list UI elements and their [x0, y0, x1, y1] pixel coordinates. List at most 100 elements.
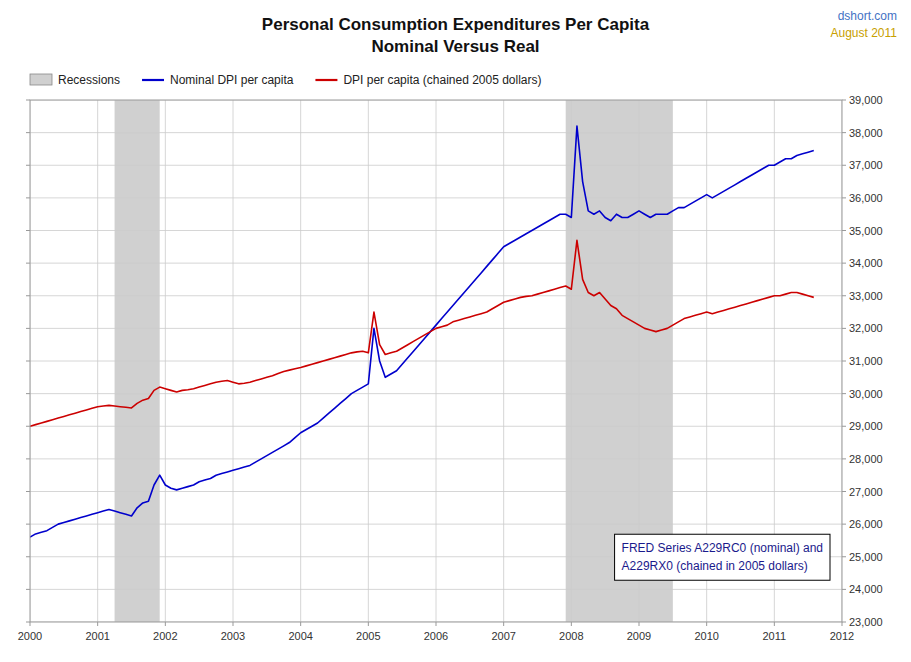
tick-mark: [26, 524, 30, 525]
tick-mark: [26, 197, 30, 198]
tick-label: 39,000: [849, 94, 883, 106]
tick-label: 37,000: [849, 159, 883, 171]
tick-label: 24,000: [849, 583, 883, 595]
tick-label: 30,000: [849, 388, 883, 400]
tick-mark: [842, 165, 846, 166]
legend-label: Recessions: [58, 73, 120, 87]
legend: Recessions Nominal DPI per capita DPI per …: [30, 73, 542, 87]
legend-label: Nominal DPI per capita: [170, 73, 294, 87]
title: Personal Consumption Expenditures Per Ca…: [262, 15, 650, 34]
tick-mark: [26, 491, 30, 492]
annotation-box: [615, 534, 830, 580]
grid-line: [436, 100, 437, 622]
tick-mark: [706, 622, 707, 626]
tick-mark: [26, 622, 30, 623]
tick-mark: [842, 524, 846, 525]
tick-mark: [26, 230, 30, 231]
tick-mark: [842, 589, 846, 590]
tick-label: 2006: [424, 630, 448, 642]
tick-label: 32,000: [849, 322, 883, 334]
tick-label: 28,000: [849, 453, 883, 465]
tick-label: 35,000: [849, 225, 883, 237]
tick-label: 2011: [763, 630, 787, 642]
tick-mark: [26, 165, 30, 166]
tick-mark: [842, 426, 846, 427]
tick-label: 36,000: [849, 192, 883, 204]
tick-label: 2003: [221, 630, 245, 642]
series-line: [30, 126, 814, 537]
tick-mark: [842, 491, 846, 492]
annotation-text: FRED Series A229RC0 (nominal) andA229RX0…: [622, 541, 823, 573]
tick-mark: [30, 622, 31, 626]
tick-mark: [842, 295, 846, 296]
annotation: FRED Series A229RC0 (nominal) andA229RX0…: [615, 534, 830, 580]
tick-label: 38,000: [849, 127, 883, 139]
grid-line: [233, 100, 234, 622]
tick-mark: [26, 361, 30, 362]
tick-mark: [26, 328, 30, 329]
tick-label: 2004: [288, 630, 312, 642]
tick-mark: [842, 361, 846, 362]
tick-mark: [436, 622, 437, 626]
tick-mark: [26, 556, 30, 557]
grid-line: [300, 100, 301, 622]
tick-label: 2012: [830, 630, 854, 642]
tick-label: 2000: [18, 630, 42, 642]
tick-label: 27,000: [849, 486, 883, 498]
plot-background: [30, 100, 842, 622]
tick-label: 34,000: [849, 257, 883, 269]
grid-line: [97, 100, 98, 622]
plot-frame: [30, 100, 842, 622]
tick-label: 33,000: [849, 290, 883, 302]
tick-mark: [300, 622, 301, 626]
tick-label: 31,000: [849, 355, 883, 367]
tick-mark: [842, 197, 846, 198]
tick-mark: [842, 132, 846, 133]
tick-mark: [26, 295, 30, 296]
tick-mark: [842, 263, 846, 264]
watermark: dshort.com: [838, 9, 897, 23]
tick-label: 2002: [153, 630, 177, 642]
tick-mark: [97, 622, 98, 626]
legend-label: DPI per capita (chained 2005 dollars): [343, 73, 541, 87]
legend-item: Recessions: [30, 73, 120, 87]
tick-label: 2010: [694, 630, 718, 642]
subtitle: Nominal Versus Real: [371, 37, 539, 56]
tick-mark: [842, 393, 846, 394]
tick-mark: [26, 100, 30, 101]
tick-mark: [842, 622, 846, 623]
tick-label: 2005: [356, 630, 380, 642]
tick-label: 2008: [559, 630, 583, 642]
tick-mark: [639, 622, 640, 626]
chart: Personal Consumption Expenditures Per Ca…: [0, 0, 911, 662]
legend-item: Nominal DPI per capita: [142, 73, 294, 87]
tick-mark: [26, 589, 30, 590]
background: [0, 0, 911, 662]
tick-label: 2007: [491, 630, 515, 642]
tick-mark: [165, 622, 166, 626]
tick-mark: [842, 458, 846, 459]
tick-mark: [842, 622, 843, 626]
tick-mark: [842, 230, 846, 231]
plot-layer: [30, 100, 842, 622]
tick-label: 29,000: [849, 420, 883, 432]
tick-mark: [26, 426, 30, 427]
tick-label: 2001: [85, 630, 109, 642]
grid-line: [368, 100, 369, 622]
tick-mark: [26, 263, 30, 264]
tick-mark: [233, 622, 234, 626]
tick-mark: [368, 622, 369, 626]
tick-mark: [26, 393, 30, 394]
grid-line: [503, 100, 504, 622]
series-line: [30, 240, 814, 426]
tick-mark: [26, 458, 30, 459]
legend-swatch: [142, 79, 164, 81]
tick-label: 2009: [627, 630, 651, 642]
grid: [30, 100, 842, 622]
grid-line: [165, 100, 166, 622]
tick-label: 26,000: [849, 518, 883, 530]
tick-mark: [774, 622, 775, 626]
tick-mark: [503, 622, 504, 626]
tick-mark: [26, 132, 30, 133]
legend-swatch: [315, 79, 337, 81]
